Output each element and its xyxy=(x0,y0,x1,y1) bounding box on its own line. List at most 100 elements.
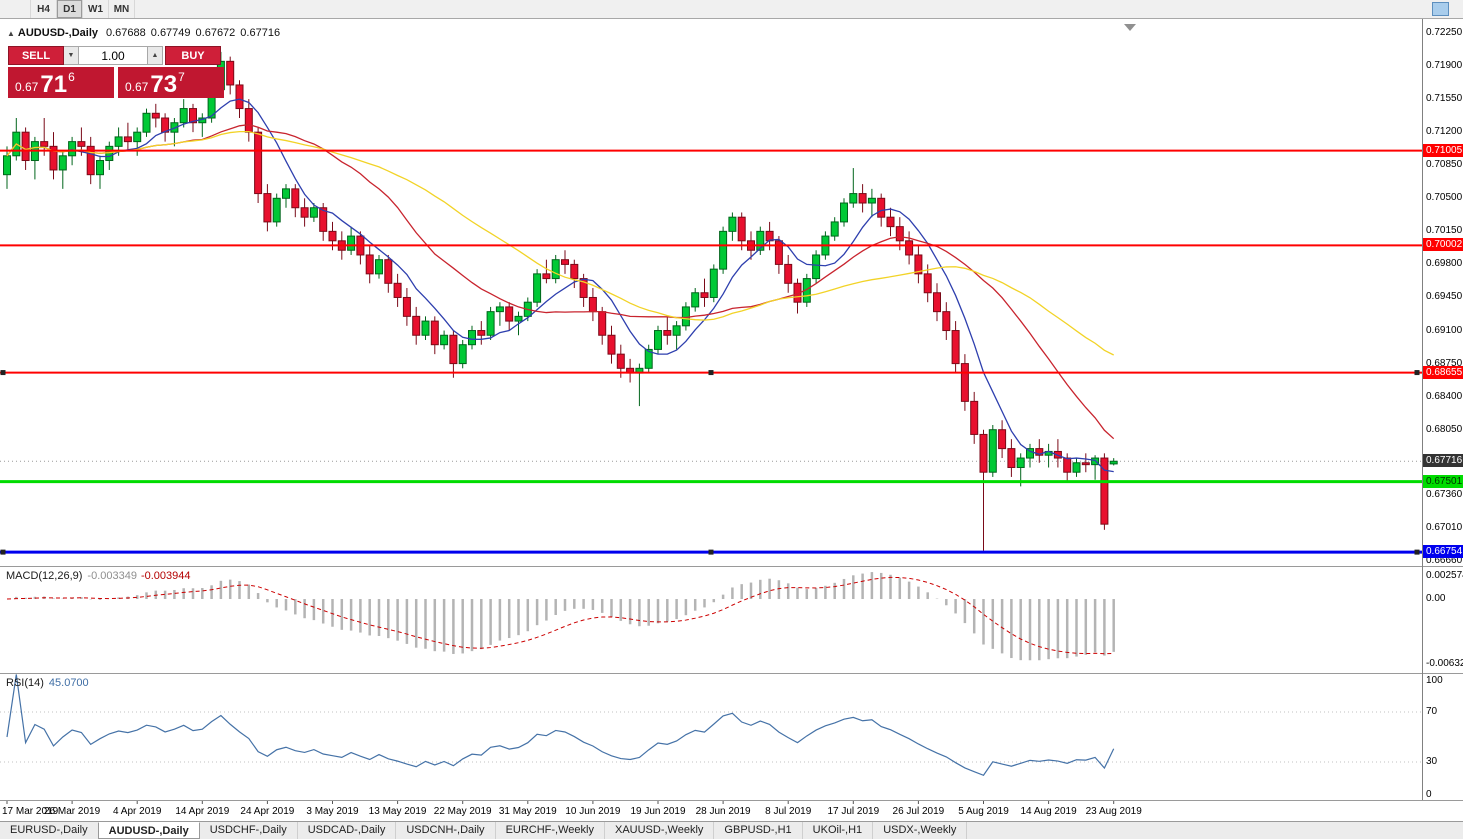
macd-scale-label: 0.002574 xyxy=(1426,570,1463,581)
volume-decrease-icon[interactable]: ▼ xyxy=(64,46,79,65)
price-tick-label: 0.67010 xyxy=(1426,522,1463,533)
macd-scale-label: -0.006326 xyxy=(1426,658,1463,669)
chart-shift-marker-icon[interactable] xyxy=(1124,24,1136,31)
current-price-label: 0.67716 xyxy=(1423,454,1463,467)
chart-tab-eurusd-daily[interactable]: EURUSD-,Daily xyxy=(0,822,99,839)
chart-tab-usdchf-daily[interactable]: USDCHF-,Daily xyxy=(200,822,298,839)
macd-signal-line xyxy=(6,576,1114,655)
rsi-indicator-label: RSI(14) 45.0700 xyxy=(6,677,89,689)
ma-34-line xyxy=(6,130,1114,356)
svg-text:14 Apr 2019: 14 Apr 2019 xyxy=(175,806,229,817)
ohlc-high: 0.67749 xyxy=(150,27,191,39)
rsi-line xyxy=(6,674,1115,776)
price-tick-label: 0.72250 xyxy=(1426,27,1463,38)
chart-tab-eurchf-weekly[interactable]: EURCHF-,Weekly xyxy=(496,822,605,839)
svg-text:8 Jul 2019: 8 Jul 2019 xyxy=(765,806,812,817)
chart-tab-usdx-weekly[interactable]: USDX-,Weekly xyxy=(873,822,968,839)
ohlc-low: 0.67672 xyxy=(195,27,236,39)
svg-text:3 May 2019: 3 May 2019 xyxy=(306,806,359,817)
svg-text:19 Jun 2019: 19 Jun 2019 xyxy=(630,806,685,817)
price-tick-label: 0.68400 xyxy=(1426,391,1463,402)
macd-main-value: -0.003349 xyxy=(87,570,137,582)
hline-selection-handle[interactable] xyxy=(708,549,714,555)
hline-price-label: 0.71005 xyxy=(1423,144,1463,157)
hline-selection-handle[interactable] xyxy=(0,549,6,555)
hline-selection-handle[interactable] xyxy=(0,370,6,376)
ohlc-collapse-icon[interactable]: ▲ xyxy=(7,29,15,38)
price-tick-label: 0.70150 xyxy=(1426,225,1463,236)
hline-selection-handle[interactable] xyxy=(708,370,714,376)
price-tick-label: 0.70850 xyxy=(1426,159,1463,170)
svg-text:10 Jun 2019: 10 Jun 2019 xyxy=(565,806,620,817)
volume-input[interactable] xyxy=(79,46,148,65)
price-scale[interactable]: 0.72250 0.71900 0.71550 0.71200 0.70850 0.705… xyxy=(1423,19,1463,801)
panel-toggle-icon[interactable] xyxy=(1432,2,1449,16)
price-tick-label: 0.70500 xyxy=(1426,192,1463,203)
timeframe-toolbar: H4 D1 W1 MN xyxy=(0,0,1463,19)
svg-text:17 Mar 2019: 17 Mar 2019 xyxy=(2,806,59,817)
svg-text:4 Apr 2019: 4 Apr 2019 xyxy=(113,806,162,817)
bid-big-digits: 71 xyxy=(40,70,68,98)
ask-price-display[interactable]: 0.67 73 7 xyxy=(118,67,224,98)
price-tick-label: 0.71200 xyxy=(1426,126,1463,137)
rsi-scale-label: 100 xyxy=(1426,675,1443,686)
buy-button[interactable]: BUY xyxy=(165,46,221,65)
price-tick-label: 0.69100 xyxy=(1426,325,1463,336)
rsi-value: 45.0700 xyxy=(48,677,89,689)
timeframe-button-group: H4 D1 W1 MN xyxy=(30,0,135,18)
svg-text:26 Jul 2019: 26 Jul 2019 xyxy=(893,806,945,817)
chart-tab-audusd-daily[interactable]: AUDUSD-,Daily xyxy=(97,822,200,839)
candlestick-series xyxy=(3,51,1118,551)
ask-prefix: 0.67 xyxy=(125,80,149,94)
ohlc-open: 0.67688 xyxy=(106,27,146,39)
hline-price-label: 0.66754 xyxy=(1423,545,1463,558)
ask-big-digits: 73 xyxy=(150,70,178,98)
timeframe-button-d1[interactable]: D1 xyxy=(57,0,83,18)
rsi-scale-label: 70 xyxy=(1426,706,1438,717)
chart-header: ▲ AUDUSD-,Daily 0.67688 0.67749 0.67672 0.677… xyxy=(7,27,285,39)
price-tick-label: 0.71550 xyxy=(1426,93,1463,104)
ask-pip-digit: 7 xyxy=(178,70,185,84)
timeframe-button-mn[interactable]: MN xyxy=(109,0,135,18)
price-tick-label: 0.66660 xyxy=(1426,555,1463,566)
hline-selection-handle[interactable] xyxy=(1414,370,1420,376)
chart-tab-bar: EURUSD-,Daily AUDUSD-,Daily USDCHF-,Daily U… xyxy=(0,821,1463,839)
volume-increase-icon[interactable]: ▲ xyxy=(148,46,163,65)
bid-prefix: 0.67 xyxy=(15,80,39,94)
hline-selection-handle[interactable] xyxy=(1414,549,1420,555)
price-tick-label: 0.68750 xyxy=(1426,358,1463,369)
timeframe-button-w1[interactable]: W1 xyxy=(83,0,109,18)
svg-text:23 Aug 2019: 23 Aug 2019 xyxy=(1086,806,1143,817)
rsi-scale-label: 0 xyxy=(1426,789,1432,800)
svg-text:31 May 2019: 31 May 2019 xyxy=(499,806,557,817)
chart-tab-ukoil-h1[interactable]: UKOil-,H1 xyxy=(803,822,874,839)
chart-symbol-label: AUDUSD-,Daily xyxy=(17,27,98,39)
macd-histogram xyxy=(15,572,1115,661)
chart-tab-usdcad-daily[interactable]: USDCAD-,Daily xyxy=(298,822,397,839)
price-tick-label: 0.67360 xyxy=(1426,489,1463,500)
ohlc-close: 0.67716 xyxy=(240,27,281,39)
price-tick-label: 0.69450 xyxy=(1426,291,1463,302)
hline-price-label: 0.70002 xyxy=(1423,238,1463,251)
price-tick-label: 0.69800 xyxy=(1426,258,1463,269)
price-tick-label: 0.71900 xyxy=(1426,60,1463,71)
svg-text:22 May 2019: 22 May 2019 xyxy=(434,806,492,817)
bid-price-display[interactable]: 0.67 71 6 xyxy=(8,67,114,98)
svg-text:14 Aug 2019: 14 Aug 2019 xyxy=(1021,806,1078,817)
svg-text:17 Jul 2019: 17 Jul 2019 xyxy=(827,806,879,817)
hline-price-label: 0.67501 xyxy=(1423,475,1463,488)
chart-tab-usdcnh-daily[interactable]: USDCNH-,Daily xyxy=(396,822,496,839)
chart-tab-gbpusd-h1[interactable]: GBPUSD-,H1 xyxy=(714,822,803,839)
chart-tab-xauusd-weekly[interactable]: XAUUSD-,Weekly xyxy=(605,822,715,839)
macd-name: MACD(12,26,9) xyxy=(6,570,83,582)
macd-indicator-label: MACD(12,26,9) -0.003349 -0.003944 xyxy=(6,570,191,582)
sell-button[interactable]: SELL xyxy=(8,46,64,65)
svg-text:13 May 2019: 13 May 2019 xyxy=(369,806,427,817)
ma-7-line xyxy=(6,98,1114,473)
timeframe-button-h4[interactable]: H4 xyxy=(31,0,57,18)
ma-20-line xyxy=(6,123,1115,440)
svg-text:5 Aug 2019: 5 Aug 2019 xyxy=(958,806,1009,817)
svg-text:26 Mar 2019: 26 Mar 2019 xyxy=(44,806,101,817)
